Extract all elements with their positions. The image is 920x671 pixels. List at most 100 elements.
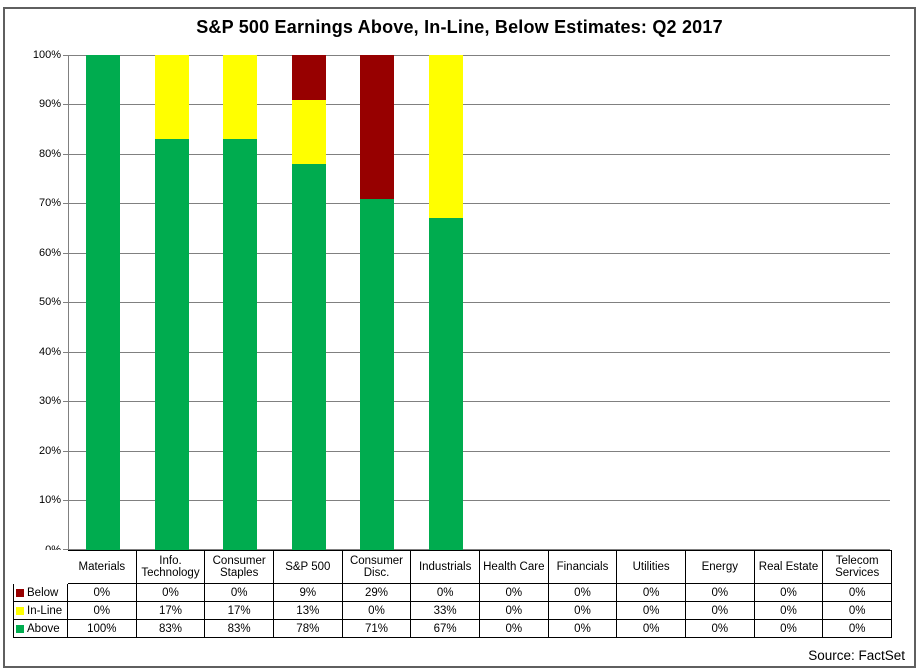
legend-cell-above: Above: [13, 620, 68, 638]
legend-label: In-Line: [27, 604, 63, 617]
legend-cell-in-line: In-Line: [13, 602, 68, 620]
gridline: [69, 500, 890, 501]
table-header-cell: Telecom Services: [823, 550, 892, 584]
table-value-cell: 17%: [136, 602, 206, 620]
y-axis-tick-label: 50%: [38, 296, 61, 308]
bar-segment-above: [86, 55, 121, 550]
bar-segment-in-line: [428, 55, 463, 219]
table-header-cell: Utilities: [617, 550, 686, 584]
table-value-cell: 0%: [411, 584, 480, 602]
legend-label: Above: [27, 622, 60, 635]
table-header-cell: Consumer Staples: [205, 550, 274, 584]
bar-consumer-disc-: [360, 55, 395, 550]
table-value-cell: 0%: [479, 620, 549, 638]
table-value-cell: 29%: [342, 584, 412, 602]
bar-segment-below: [360, 55, 395, 199]
bar-materials: [86, 55, 121, 550]
table-header-cell: Consumer Disc.: [342, 550, 412, 584]
table-header-cell: Materials: [68, 550, 137, 584]
gridline: [69, 203, 890, 204]
y-axis-tick: [63, 451, 69, 452]
table-header-cell: Energy: [685, 550, 755, 584]
table-value-cell: 0%: [754, 584, 824, 602]
y-axis-tick-label: 40%: [38, 346, 61, 358]
y-axis-tick: [63, 253, 69, 254]
table-value-cell: 0%: [68, 584, 137, 602]
bar-segment-above: [360, 198, 395, 550]
table-header-cell: Real Estate: [754, 550, 824, 584]
plot-area: 0%10%20%30%40%50%60%70%80%90%100%: [33, 50, 890, 556]
y-axis-tick-label: 10%: [38, 494, 61, 506]
table-value-cell: 83%: [136, 620, 206, 638]
table-value-cell: 0%: [617, 584, 686, 602]
table-value-cell: 0%: [685, 602, 755, 620]
bar-info-technology: [154, 55, 189, 550]
chart-title: S&P 500 Earnings Above, In-Line, Below E…: [196, 17, 723, 37]
table-value-cell: 13%: [273, 602, 343, 620]
table-value-cell: 0%: [548, 602, 618, 620]
table-value-cell: 0%: [823, 584, 892, 602]
data-table: Materials Info. Technology Consumer Staple…: [13, 550, 892, 638]
table-value-cell: 0%: [685, 584, 755, 602]
table-value-cell: 0%: [754, 620, 824, 638]
table-value-cell: 0%: [823, 602, 892, 620]
table-value-cell: 0%: [205, 584, 274, 602]
y-axis-tick-label: 70%: [38, 197, 61, 209]
bar-energy: [703, 55, 737, 550]
table-value-cell: 0%: [479, 584, 549, 602]
gridline: [69, 549, 890, 550]
gridline: [69, 253, 890, 254]
gridline: [69, 154, 890, 155]
bar-segment-in-line: [291, 99, 326, 164]
table-header-cell: S&P 500: [273, 550, 343, 584]
y-axis-tick: [63, 104, 69, 105]
y-axis-tick: [63, 352, 69, 353]
table-value-cell: 0%: [548, 584, 618, 602]
table-value-cell: 0%: [548, 620, 618, 638]
source-label: Source: FactSet: [808, 648, 905, 663]
table-header-cell: Health Care: [479, 550, 549, 584]
bar-consumer-staples: [223, 55, 258, 550]
table-value-cell: 0%: [479, 602, 549, 620]
legend-swatch-below: [16, 588, 24, 597]
table-value-cell: 0%: [617, 602, 686, 620]
legend-swatch-in-line: [16, 606, 24, 615]
table-header-cell: Info. Technology: [136, 550, 206, 584]
gridline: [69, 352, 890, 353]
table-value-cell: 0%: [342, 602, 412, 620]
bar-industrials: [428, 55, 463, 550]
table-header-cell: Industrials: [411, 550, 480, 584]
table-value-cell: 67%: [411, 620, 480, 638]
y-axis-tick-label: 30%: [38, 395, 61, 407]
table-value-cell: 33%: [411, 602, 480, 620]
y-axis-tick-label: 90%: [38, 98, 61, 110]
y-axis-tick: [63, 154, 69, 155]
legend-cell-below: Below: [13, 584, 68, 602]
table-value-cell: 100%: [68, 620, 137, 638]
bar-segment-in-line: [223, 55, 258, 140]
bar-segment-above: [291, 163, 326, 550]
legend-label: Below: [27, 586, 59, 599]
y-axis-tick: [63, 500, 69, 501]
bar-utilities: [634, 55, 668, 550]
bar-health-care: [497, 55, 531, 550]
gridline: [69, 451, 890, 452]
gridline: [69, 302, 890, 303]
y-axis-tick-label: 60%: [38, 247, 61, 259]
table-value-cell: 17%: [205, 602, 274, 620]
bar-telecom-services: [840, 55, 874, 550]
table-value-cell: 0%: [754, 602, 824, 620]
bar-financials: [566, 55, 600, 550]
y-axis-tick: [63, 302, 69, 303]
table-value-cell: 0%: [617, 620, 686, 638]
table-value-cell: 71%: [342, 620, 412, 638]
table-value-cell: 9%: [273, 584, 343, 602]
y-axis-tick-label: 100%: [32, 49, 61, 61]
gridline: [69, 401, 890, 402]
table-value-cell: 78%: [273, 620, 343, 638]
bar-segment-below: [291, 55, 326, 100]
y-axis-tick-label: 80%: [38, 148, 61, 160]
table-value-cell: 83%: [205, 620, 274, 638]
chart-canvas: S&P 500 Earnings Above, In-Line, Below E…: [3, 7, 916, 668]
bar-segment-above: [154, 139, 189, 550]
